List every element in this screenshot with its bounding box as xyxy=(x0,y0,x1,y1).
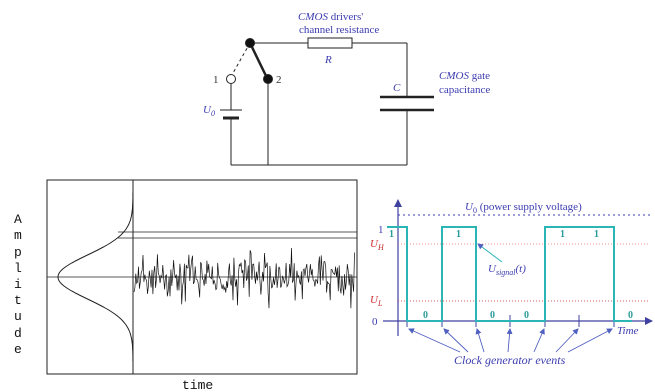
noise-plot xyxy=(46,179,358,375)
label-channel-resistance: channel resistance xyxy=(299,24,379,36)
threshold-UL-label: UL xyxy=(370,294,383,308)
bit-label: 1 xyxy=(560,229,565,240)
signal-label-pointer xyxy=(477,243,503,263)
clock-arrow xyxy=(475,328,485,353)
bit-label: 1 xyxy=(456,229,461,240)
node-2 xyxy=(263,74,273,84)
bit-labels: 1 0 1 0 0 1 1 0 xyxy=(389,229,633,321)
timing-diagram xyxy=(383,199,653,353)
ylabel-letter: A xyxy=(14,212,22,227)
timing-labels: U0 (power supply voltage) UH UL 1 0 Usig… xyxy=(370,201,639,367)
noise-signal-trace xyxy=(133,247,355,309)
signal-label: Usignal(t) xyxy=(488,263,526,277)
label-capacitance: capacitance xyxy=(439,84,490,96)
ylabel-letter: l xyxy=(14,261,22,276)
supply-voltage-label: U0 (power supply voltage) xyxy=(465,201,582,215)
label-U0: U0 xyxy=(203,104,215,118)
y-tick-1: 1 xyxy=(378,224,384,236)
clock-arrow xyxy=(533,328,545,353)
clock-arrow xyxy=(567,328,613,353)
label-C: C xyxy=(393,82,401,94)
ylabel-letter: e xyxy=(14,342,22,357)
clock-arrow xyxy=(506,328,513,353)
ylabel-letter: u xyxy=(14,309,22,324)
rc-circuit xyxy=(220,37,434,166)
label-R: R xyxy=(324,54,332,66)
ylabel-letter: d xyxy=(14,326,22,341)
circuit-labels: CMOS drivers' channel resistance R 1 2 U… xyxy=(203,11,490,118)
bit-label: 0 xyxy=(423,310,428,321)
resistor-R xyxy=(307,37,353,49)
threshold-UH-label: UH xyxy=(370,238,385,252)
y-tick-0: 0 xyxy=(372,316,378,328)
digital-signal-waveform xyxy=(387,226,632,322)
time-axis-label: Time xyxy=(617,325,639,337)
ylabel-letter: p xyxy=(14,245,22,260)
node-1 xyxy=(226,74,236,84)
bit-label: 1 xyxy=(594,229,599,240)
bit-label: 0 xyxy=(490,310,495,321)
bit-label: 0 xyxy=(524,310,529,321)
bit-label: 0 xyxy=(628,310,633,321)
noise-ylabel: A m p l i t u d e xyxy=(14,212,22,357)
label-cmos-gate: CMOS gate xyxy=(439,70,490,82)
clock-event-arrows xyxy=(408,328,613,353)
bit-label: 1 xyxy=(389,229,394,240)
label-cmos-drivers: CMOS drivers' xyxy=(298,11,363,23)
switch-pivot xyxy=(245,38,255,48)
clock-arrow xyxy=(408,328,461,353)
clock-arrow xyxy=(443,328,469,353)
gaussian-distribution-curve xyxy=(57,181,134,373)
noise-xlabel: time xyxy=(182,378,213,392)
clock-arrow xyxy=(555,328,579,353)
ylabel-letter: i xyxy=(14,277,22,292)
label-node-2: 2 xyxy=(276,74,282,86)
label-node-1: 1 xyxy=(213,74,219,86)
ylabel-letter: m xyxy=(14,228,22,243)
switch-arm xyxy=(248,42,270,81)
ylabel-letter: t xyxy=(14,293,22,308)
switch-alt-position xyxy=(232,42,251,74)
clock-events-label: Clock generator events xyxy=(454,353,566,367)
